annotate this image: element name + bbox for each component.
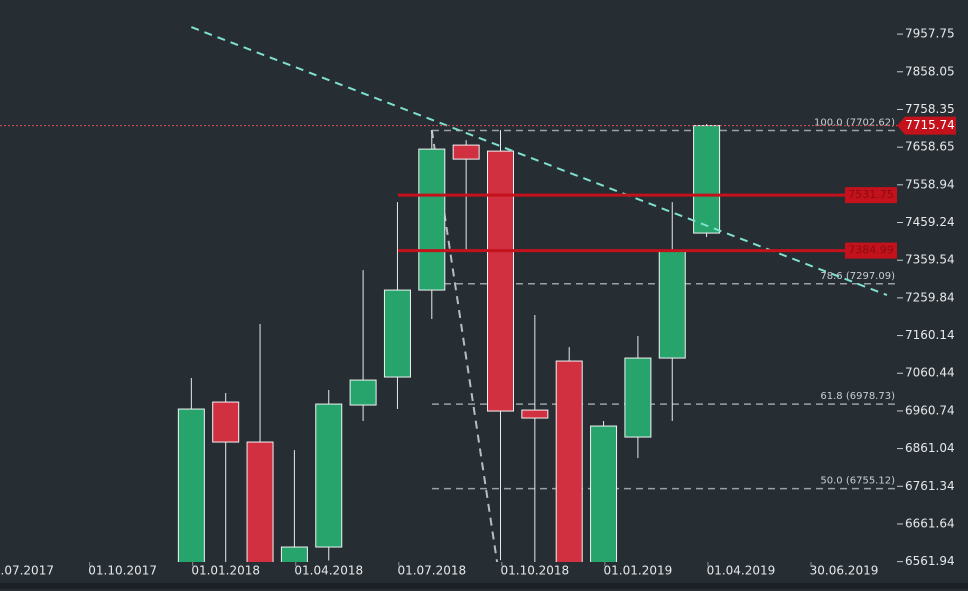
candle-body — [418, 148, 446, 291]
level-label: 7531.75 — [848, 188, 894, 201]
y-tick-label: 7658.65 — [905, 140, 955, 154]
y-tick-label: 7558.94 — [905, 177, 955, 191]
candle-body — [555, 360, 583, 562]
y-tick-label: 7858.05 — [905, 64, 955, 78]
candle-body — [693, 125, 721, 234]
y-tick-label: 6960.74 — [905, 403, 955, 417]
y-tick-label: 7459.24 — [905, 215, 955, 229]
level-label: 7384.99 — [848, 244, 894, 257]
fib-label: 78.6 (7297.09) — [820, 271, 895, 282]
x-tick-label: 30.06.2019 — [810, 564, 879, 578]
candle-body — [487, 150, 514, 412]
candle-body — [452, 144, 480, 160]
x-tick-label: 01.04.2019 — [707, 564, 776, 578]
x-tick-label: 01.07.2017 — [0, 564, 54, 578]
last-price-label: 7715.74 — [905, 118, 955, 132]
candle-body — [280, 546, 308, 562]
plot-area: 100.0 (7702.62) 78.6 (7297.09) 61.8 (6978.… — [177, 26, 897, 562]
candle-body — [212, 401, 240, 443]
fib-label: 100.0 (7702.62) — [814, 118, 895, 129]
candle-body — [624, 357, 652, 438]
x-tick-label: 01.10.2018 — [500, 564, 569, 578]
candle-body — [658, 250, 686, 359]
x-tick-label: 01.07.2018 — [397, 564, 466, 578]
y-tick-label: 6561.94 — [905, 554, 955, 568]
candle-body — [383, 289, 411, 378]
level-tag — [845, 242, 897, 259]
x-tick-label: 01.10.2017 — [88, 564, 157, 578]
y-tick-label: 7160.14 — [905, 328, 955, 342]
candle-body — [349, 379, 377, 406]
fib-label: 50.0 (6755.12) — [820, 476, 895, 487]
last-price-tag — [897, 116, 956, 135]
x-tick-label: 01.01.2019 — [604, 564, 673, 578]
x-tick-label: 01.01.2018 — [191, 564, 260, 578]
y-tick-label: 7957.75 — [905, 27, 955, 41]
x-tick-label: 01.04.2018 — [294, 564, 363, 578]
candle-body — [315, 403, 343, 548]
y-tick-label: 6861.04 — [905, 441, 955, 455]
level-tag — [845, 187, 897, 204]
y-tick-label: 7060.44 — [905, 366, 955, 380]
candle-body — [590, 425, 618, 562]
y-tick-label: 7259.84 — [905, 290, 955, 304]
y-tick-label: 7758.35 — [905, 102, 955, 116]
fib-label: 61.8 (6978.73) — [820, 391, 895, 402]
candle-body — [177, 408, 205, 562]
y-tick-label: 7359.54 — [905, 253, 955, 267]
y-tick-label: 6661.64 — [905, 516, 955, 530]
axes: 7957.75 7858.05 7758.35 7658.65 7558.94 7459.… — [0, 27, 955, 578]
candle-body — [246, 441, 274, 562]
y-tick-label: 6761.34 — [905, 479, 955, 493]
candle-body — [521, 409, 549, 419]
